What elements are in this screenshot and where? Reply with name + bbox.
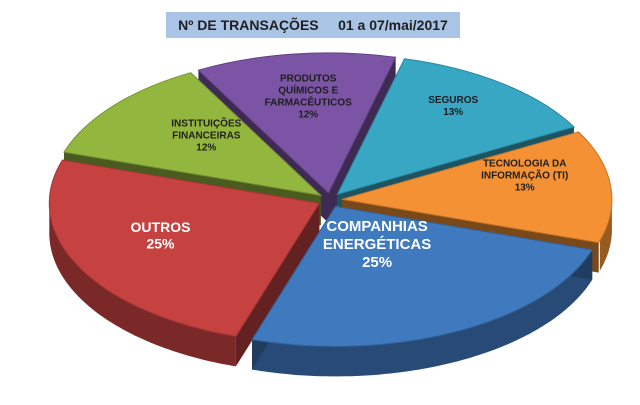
pie-slice [341, 131, 613, 244]
pie-slice [336, 58, 575, 196]
slice-labels: COMPANHIAS ENERGÉTICAS 25%OUTROS 25%INSTITU… [131, 74, 569, 271]
slice-side [252, 249, 593, 377]
pie-slice [63, 72, 323, 197]
slice-label: COMPANHIAS ENERGÉTICAS 25% [323, 218, 431, 271]
pie-slice [197, 52, 397, 194]
slice-label: PRODUTOS QUÍMICOS E FARMACÊUTICOS 12% [265, 74, 353, 121]
slice-name: FARMACÊUTICOS [265, 96, 353, 109]
slice-name: ENERGÉTICAS [323, 236, 431, 253]
slice-side [49, 203, 236, 367]
slice-percent: 25% [362, 254, 392, 271]
pie-slice [48, 159, 321, 337]
slice-name: PRODUTOS [280, 74, 337, 85]
slice-percent: 13% [443, 107, 463, 118]
slice-name: QUÍMICOS E [278, 84, 338, 97]
slice-cut [235, 203, 320, 367]
slice-name: OUTROS [131, 219, 191, 235]
slice-percent: 13% [515, 182, 535, 193]
slice-label: TECNOLOGIA DA INFORMAÇÃO (TI) 13% [481, 158, 568, 193]
slice-name: SEGUROS [428, 95, 478, 106]
slice-name: TECNOLOGIA DA [483, 158, 567, 169]
slice-label: OUTROS 25% [131, 219, 191, 252]
slice-percent: 12% [298, 110, 318, 121]
slice-label: INSTITUIÇÕES FINANCEIRAS 12% [171, 116, 241, 153]
pie-slice [251, 205, 594, 347]
slice-name: INFORMAÇÃO (TI) [481, 168, 568, 181]
slice-percent: 12% [196, 142, 216, 153]
slice-name: INSTITUIÇÕES [171, 116, 241, 129]
pie-tops [48, 52, 613, 347]
slice-side [599, 199, 612, 271]
slice-percent: 25% [146, 236, 175, 252]
slice-name: COMPANHIAS [326, 218, 427, 235]
slice-label: SEGUROS 13% [428, 95, 478, 118]
slice-name: FINANCEIRAS [172, 130, 241, 141]
chart-title: Nº DE TRANSAÇÕES 01 a 07/mai/2017 [166, 12, 460, 38]
